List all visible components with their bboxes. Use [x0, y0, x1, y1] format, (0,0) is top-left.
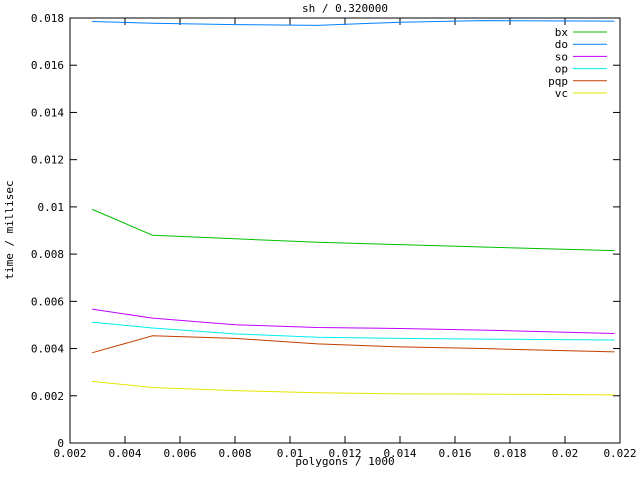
y-tick-label: 0.018: [31, 12, 64, 25]
x-tick-label: 0.006: [163, 447, 196, 460]
y-tick-label: 0.008: [31, 248, 64, 261]
plot-border: [69, 17, 621, 444]
legend-label-op: op: [555, 63, 568, 76]
y-tick-label: 0.012: [31, 154, 64, 167]
legend-label-so: so: [555, 50, 568, 63]
x-tick-label: 0.002: [53, 447, 86, 460]
series-line-bx: [91, 208, 615, 252]
x-tick-label: 0.016: [438, 447, 471, 460]
y-tick-label: 0.01: [38, 201, 65, 214]
x-tick-label: 0.02: [552, 447, 579, 460]
series-line-vc: [91, 380, 615, 396]
x-tick-label: 0.022: [603, 447, 636, 460]
y-tick-label: 0.016: [31, 59, 64, 72]
series-line-op: [91, 321, 615, 341]
x-tick-label: 0.014: [383, 447, 416, 460]
y-axis-label: time / millisec: [3, 180, 16, 279]
legend-label-vc: vc: [555, 87, 568, 100]
series-line-pqp: [91, 335, 615, 354]
y-tick-label: 0: [57, 437, 64, 450]
series-line-so: [91, 308, 615, 334]
legend-label-pqp: pqp: [548, 75, 568, 88]
legend-label-do: do: [555, 38, 568, 51]
x-tick-label: 0.01: [277, 447, 304, 460]
axes: 0.002 0.004 0.006 0.008 0.01 0.012 0.014 0.016 0…: [31, 12, 637, 460]
y-tick-label: 0.002: [31, 390, 64, 403]
series-lines: [91, 20, 615, 396]
x-tick-label: 0.004: [108, 447, 141, 460]
series-line-do: [91, 20, 615, 26]
legend-label-bx: bx: [555, 26, 569, 39]
y-tick-label: 0.014: [31, 106, 64, 119]
y-tick-label: 0.006: [31, 295, 64, 308]
chart-title: sh / 0.320000: [302, 2, 388, 15]
x-tick-label: 0.012: [328, 447, 361, 460]
y-tick-label: 0.004: [31, 343, 64, 356]
x-tick-label: 0.018: [493, 447, 526, 460]
x-axis-label: polygons / 1000: [295, 455, 394, 468]
x-tick-label: 0.008: [218, 447, 251, 460]
